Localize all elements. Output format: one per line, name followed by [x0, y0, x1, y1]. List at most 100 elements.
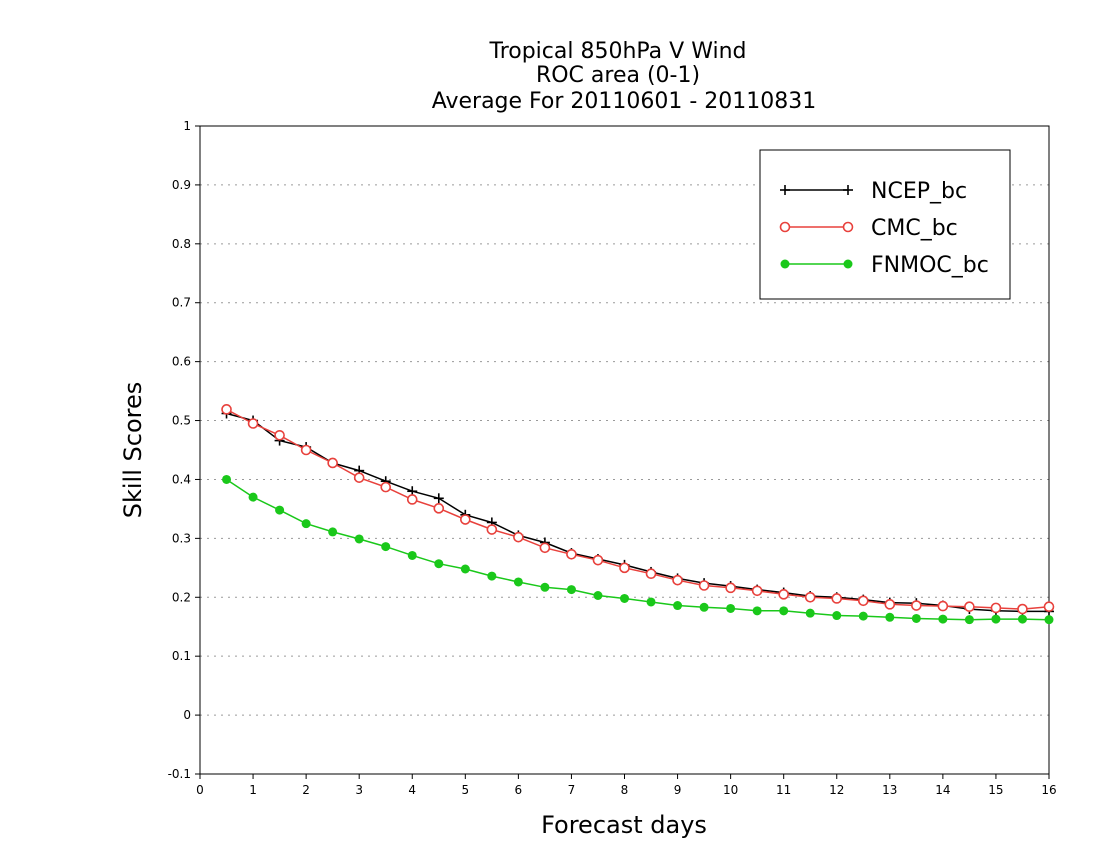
data-point-fnmoc-bc: [673, 601, 683, 611]
legend-marker: [843, 259, 853, 269]
data-point-fnmoc-bc: [222, 474, 232, 484]
series-line-cmc-bc: [226, 408, 1050, 610]
data-point-fnmoc-bc: [620, 593, 629, 603]
data-point-fnmoc-bc: [593, 591, 603, 601]
data-point-cmc-bc: [937, 600, 949, 612]
x-axis-label: Forecast days: [541, 811, 707, 839]
series-fnmoc-bc: [222, 474, 1054, 625]
legend-marker: [780, 259, 790, 269]
chart-title: Tropical 850hPa V Wind ROC area (0-1) Av…: [432, 39, 817, 114]
data-point-fnmoc-bc: [354, 534, 364, 544]
data-point-fnmoc-bc: [434, 559, 444, 569]
y-tick-label: 0.4: [172, 472, 191, 486]
legend-label: CMC_bc: [871, 216, 958, 241]
x-tick-label: 0: [196, 783, 204, 797]
data-point-cmc-bc: [380, 481, 392, 493]
data-point-cmc-bc: [672, 574, 683, 586]
data-point-fnmoc-bc: [832, 611, 842, 621]
data-point-cmc-bc: [831, 593, 843, 604]
legend-box: [759, 149, 1011, 300]
y-tick-label: 1: [183, 119, 191, 133]
data-point-fnmoc-bc: [938, 614, 948, 624]
legend-item-fnmoc-bc: FNMOC_bc: [780, 253, 989, 278]
y-axis-label: Skill Scores: [119, 382, 147, 519]
data-point-fnmoc-bc: [805, 608, 815, 618]
data-point-fnmoc-bc: [885, 612, 895, 622]
data-point-cmc-bc: [460, 514, 471, 525]
data-point-cmc-bc: [247, 418, 259, 429]
data-point-fnmoc-bc: [699, 602, 709, 612]
y-tick-label: 0.6: [172, 355, 191, 369]
legend-item-ncep-bc: NCEP_bc: [780, 179, 967, 204]
data-point-cmc-bc: [698, 580, 710, 591]
data-point-fnmoc-bc: [779, 606, 789, 616]
data-point-fnmoc-bc: [513, 577, 523, 587]
legend-marker: [780, 185, 790, 195]
data-point-cmc-bc: [725, 582, 736, 594]
legend: NCEP_bc CMC_bc FNMOC_bc: [759, 149, 1011, 300]
y-tick-label: 0.5: [172, 414, 191, 428]
data-point-fnmoc-bc: [1017, 614, 1027, 624]
data-point-cmc-bc: [353, 472, 365, 483]
x-tick-label: 7: [568, 783, 576, 797]
legend-item-cmc-bc: CMC_bc: [779, 216, 958, 241]
y-tick-label: 0: [183, 708, 191, 722]
data-point-fnmoc-bc: [381, 542, 391, 552]
y-tick-label: 0.3: [172, 531, 191, 545]
data-point-fnmoc-bc: [911, 613, 921, 623]
data-point-cmc-bc: [327, 457, 338, 469]
y-tick-label: -0.1: [168, 767, 191, 781]
axis-ticks: -0.100.10.20.30.40.50.60.70.80.910 1 2 3 4 5 6…: [168, 119, 1057, 797]
data-point-cmc-bc: [539, 542, 551, 554]
legend-label: FNMOC_bc: [871, 253, 989, 278]
x-tick-label: 4: [408, 783, 416, 797]
x-tick-label: 3: [355, 783, 363, 797]
data-point-cmc-bc: [884, 599, 896, 610]
data-point-cmc-bc: [645, 568, 657, 580]
x-tick-label: 1: [249, 783, 257, 797]
data-point-cmc-bc: [406, 494, 418, 505]
title-line-3: Average For 20110601 - 20110831: [432, 89, 817, 114]
data-point-cmc-bc: [566, 548, 577, 560]
data-point-fnmoc-bc: [991, 614, 1001, 624]
data-point-fnmoc-bc: [858, 611, 868, 621]
data-point-fnmoc-bc: [487, 571, 497, 581]
data-point-cmc-bc: [911, 600, 922, 611]
data-point-cmc-bc: [1017, 603, 1028, 615]
x-tick-label: 10: [723, 783, 738, 797]
y-tick-label: 0.8: [172, 237, 191, 251]
x-tick-label: 6: [515, 783, 523, 797]
series-cmc-bc: [221, 404, 1055, 615]
title-line-1: Tropical 850hPa V Wind: [488, 39, 746, 64]
data-point-cmc-bc: [513, 531, 524, 543]
x-tick-label: 8: [621, 783, 629, 797]
legend-marker: [842, 221, 854, 233]
series-line-ncep-bc: [226, 412, 1049, 613]
data-point-ncep-bc: [433, 493, 444, 504]
data-point-cmc-bc: [300, 444, 312, 456]
series-layer: [221, 404, 1055, 625]
y-tick-label: 0.2: [172, 590, 191, 604]
data-point-fnmoc-bc: [540, 582, 550, 592]
data-point-fnmoc-bc: [460, 564, 470, 574]
x-tick-label: 14: [935, 783, 950, 797]
data-point-cmc-bc: [221, 404, 232, 415]
data-point-fnmoc-bc: [726, 603, 736, 613]
legend-marker: [779, 221, 791, 233]
x-tick-label: 15: [988, 783, 1003, 797]
data-point-cmc-bc: [592, 554, 604, 566]
x-tick-label: 16: [1041, 783, 1056, 797]
series-ncep-bc: [221, 408, 1054, 617]
data-point-cmc-bc: [778, 589, 789, 600]
x-tick-label: 13: [882, 783, 897, 797]
legend-label: NCEP_bc: [871, 179, 967, 204]
data-point-fnmoc-bc: [964, 615, 974, 625]
data-point-cmc-bc: [619, 562, 630, 574]
x-tick-label: 9: [674, 783, 682, 797]
data-point-cmc-bc: [990, 602, 1002, 614]
data-point-cmc-bc: [751, 585, 763, 597]
data-point-fnmoc-bc: [275, 505, 285, 515]
y-tick-label: 0.9: [172, 178, 191, 192]
data-point-fnmoc-bc: [328, 527, 338, 537]
y-tick-label: 0.1: [172, 649, 191, 663]
